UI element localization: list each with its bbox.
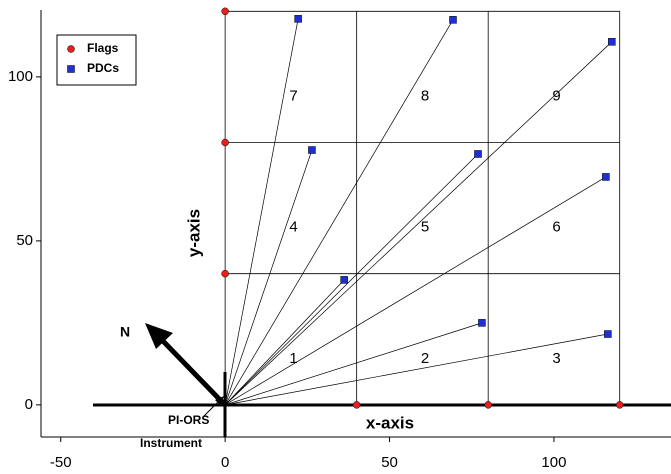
- legend: [56, 34, 137, 86]
- y-axis-label: y-axis: [184, 209, 203, 257]
- legend-swatch: [67, 65, 75, 73]
- north-arrow: [160, 338, 227, 407]
- ray: [225, 333, 608, 406]
- cell-label: 4: [289, 219, 297, 236]
- ray: [225, 322, 483, 406]
- x-tick-label: 50: [381, 454, 398, 471]
- ray: [224, 18, 299, 405]
- y-tick-label: 0: [25, 396, 33, 413]
- point: [352, 401, 361, 409]
- ray: [224, 153, 479, 406]
- point: [602, 173, 610, 181]
- point: [449, 16, 457, 24]
- point: [478, 319, 486, 327]
- point: [608, 38, 616, 46]
- cell-label: 6: [552, 219, 560, 236]
- legend-label: PDCs: [87, 61, 119, 75]
- pointer-head: [215, 396, 224, 405]
- cell-label: 1: [289, 350, 297, 367]
- point: [484, 401, 492, 409]
- point: [474, 150, 482, 158]
- north-arrow-head: [145, 323, 173, 349]
- cell-label: 8: [421, 88, 429, 105]
- annotation: PI-ORS: [168, 413, 209, 427]
- point: [221, 138, 229, 147]
- cell-label: 9: [552, 88, 560, 105]
- x-tick-label: -50: [50, 454, 72, 471]
- cell-label: 2: [421, 350, 429, 367]
- point: [294, 15, 302, 23]
- annotation: Instrument: [140, 436, 202, 450]
- cell-label: 7: [289, 88, 297, 105]
- point: [221, 269, 229, 278]
- x-tick-label: 0: [221, 454, 229, 471]
- ray: [224, 279, 345, 406]
- cell-label: 5: [421, 219, 429, 236]
- legend-label: Flags: [87, 41, 119, 55]
- point: [615, 401, 624, 409]
- annotation: N: [120, 324, 130, 340]
- x-axis-label: x-axis: [366, 413, 414, 432]
- legend-swatch: [67, 45, 75, 53]
- point: [221, 7, 229, 16]
- point: [604, 330, 612, 338]
- point: [308, 146, 316, 154]
- cell-label: 3: [552, 350, 560, 367]
- y-tick-label: 100: [8, 68, 33, 85]
- point: [340, 276, 348, 284]
- ray: [224, 149, 313, 405]
- ray: [224, 41, 613, 406]
- ray: [224, 19, 454, 406]
- y-tick-label: 50: [16, 232, 33, 249]
- ray: [224, 176, 607, 406]
- x-tick-label: 100: [541, 454, 566, 471]
